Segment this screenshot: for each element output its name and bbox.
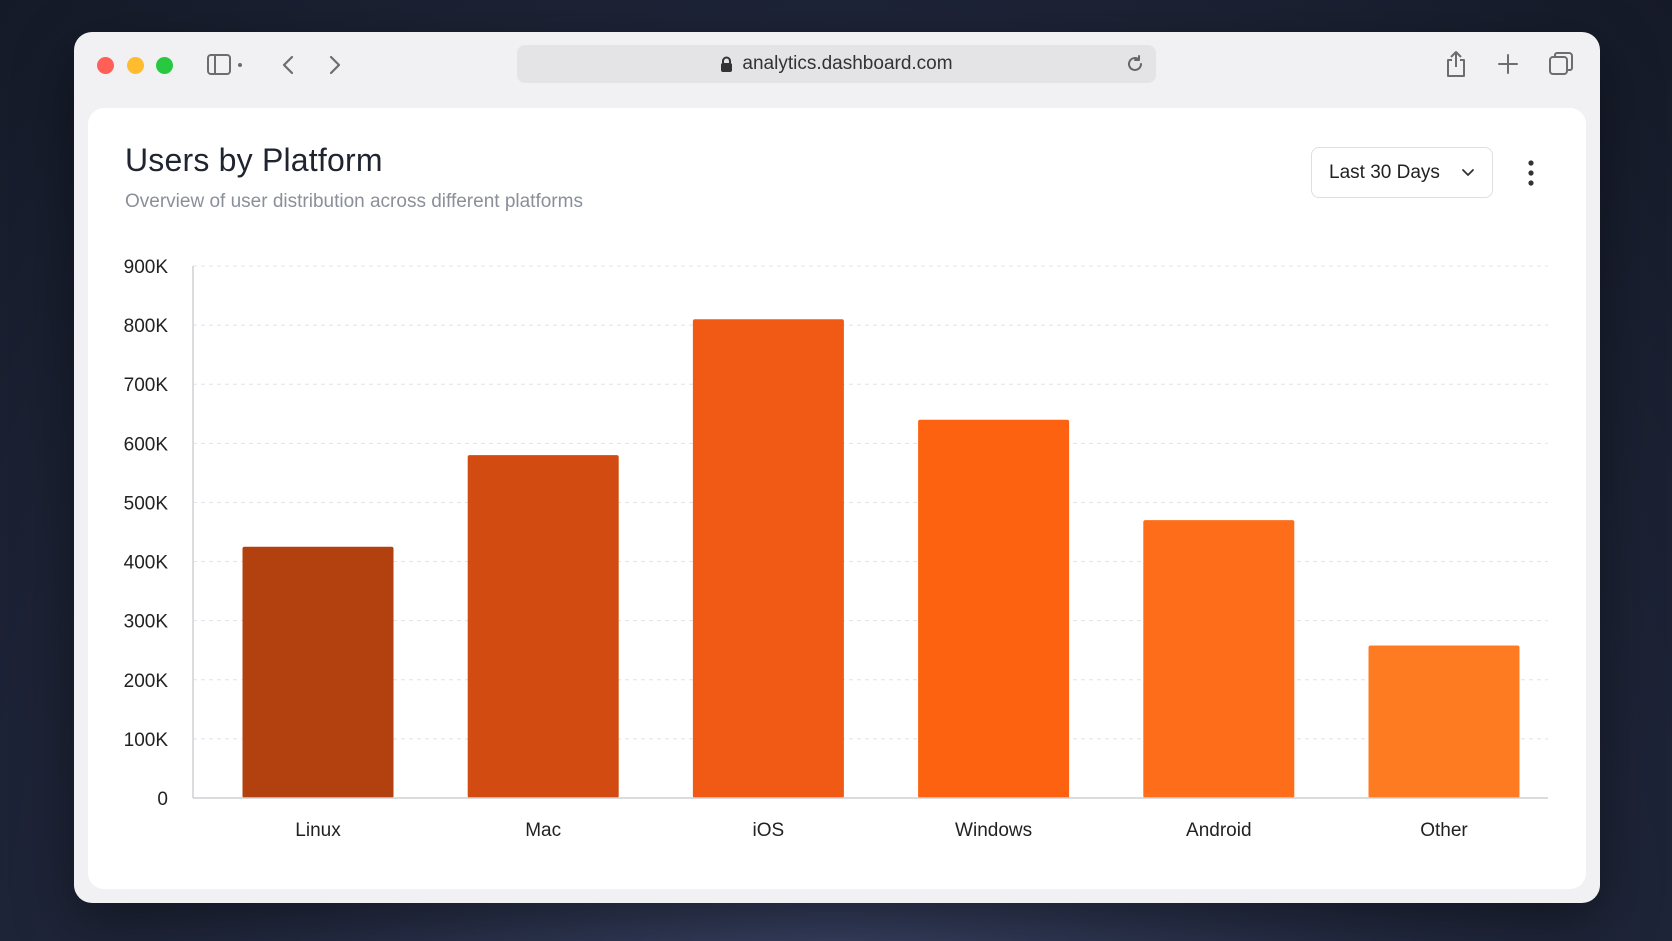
y-tick-label: 0 xyxy=(157,789,168,810)
bar-other[interactable] xyxy=(1368,645,1520,798)
y-tick-label: 300K xyxy=(124,612,169,633)
page-subtitle: Overview of user distribution across dif… xyxy=(125,191,583,212)
x-tick-label: Other xyxy=(1420,820,1468,841)
y-tick-label: 600K xyxy=(124,434,169,455)
date-range-select[interactable]: Last 30 Days xyxy=(1311,147,1493,198)
y-tick-label: 200K xyxy=(124,671,169,692)
reload-icon[interactable] xyxy=(1124,53,1146,75)
y-tick-label: 900K xyxy=(124,257,169,278)
y-tick-label: 800K xyxy=(124,316,169,337)
x-tick-label: iOS xyxy=(753,820,785,841)
x-tick-label: Mac xyxy=(525,820,561,841)
x-tick-label: Windows xyxy=(955,820,1032,841)
x-tick-label: Android xyxy=(1186,820,1252,841)
bar-windows[interactable] xyxy=(918,419,1070,798)
bar-linux[interactable] xyxy=(242,546,394,798)
minimize-window-button[interactable] xyxy=(127,57,144,74)
tabs-icon[interactable] xyxy=(1548,51,1574,77)
chart-bars xyxy=(242,319,1520,798)
bar-android[interactable] xyxy=(1143,520,1295,798)
date-range-label: Last 30 Days xyxy=(1329,161,1440,183)
url-text: analytics.dashboard.com xyxy=(742,53,953,74)
share-icon[interactable] xyxy=(1443,48,1469,80)
y-axis-ticks: 0 100K 200K 300K 400K 500K 600K 700K 800K 900K xyxy=(124,257,169,810)
x-tick-label: Linux xyxy=(295,820,341,841)
more-options-icon[interactable] xyxy=(1522,158,1540,188)
y-tick-label: 400K xyxy=(124,553,169,574)
y-tick-label: 500K xyxy=(124,493,169,514)
bar-ios[interactable] xyxy=(692,319,844,798)
chevron-right-icon[interactable] xyxy=(325,52,345,78)
y-tick-label: 100K xyxy=(124,730,169,751)
close-window-button[interactable] xyxy=(97,57,114,74)
sidebar-icon[interactable] xyxy=(206,52,246,78)
y-tick-label: 700K xyxy=(124,375,169,396)
x-axis-labels: Linux Mac iOS Windows Android Other xyxy=(295,820,1468,841)
chevron-left-icon[interactable] xyxy=(278,52,298,78)
chart-axes xyxy=(192,266,1548,799)
bar-mac[interactable] xyxy=(467,455,619,798)
lock-icon xyxy=(720,56,733,73)
zoom-window-button[interactable] xyxy=(156,57,173,74)
page-title: Users by Platform xyxy=(125,142,383,178)
chevron-down-icon xyxy=(1460,165,1476,181)
plus-icon[interactable] xyxy=(1496,52,1520,76)
address-bar[interactable]: analytics.dashboard.com xyxy=(517,45,1156,83)
chart-gridlines xyxy=(193,265,1548,740)
